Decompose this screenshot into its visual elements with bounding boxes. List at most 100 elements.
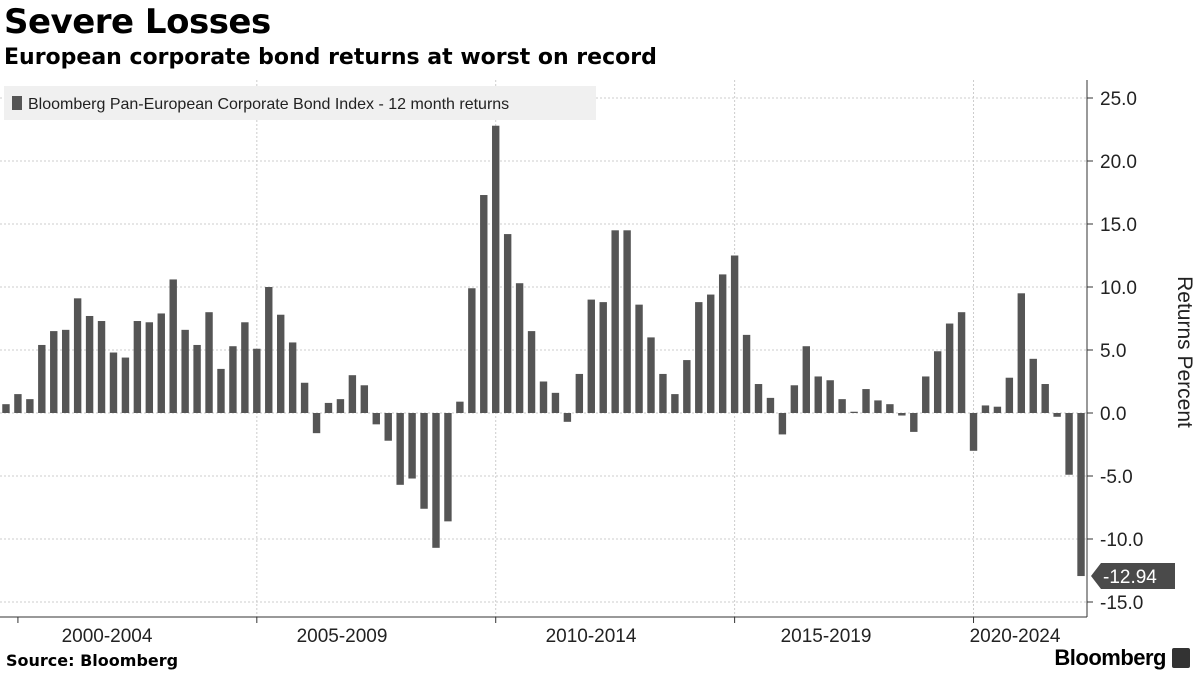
bar bbox=[2, 404, 10, 413]
bar bbox=[826, 380, 834, 413]
bar bbox=[396, 413, 404, 485]
bar bbox=[312, 413, 321, 434]
bar bbox=[14, 394, 22, 413]
bar bbox=[348, 375, 357, 413]
bar bbox=[898, 413, 906, 416]
y-tick-label: 15.0 bbox=[1100, 215, 1137, 236]
bar bbox=[647, 337, 655, 413]
y-tick-label: 0.0 bbox=[1100, 404, 1126, 425]
chart-subtitle: European corporate bond returns at worst… bbox=[4, 45, 657, 70]
bar bbox=[945, 323, 954, 413]
bar bbox=[814, 376, 822, 413]
bar bbox=[133, 321, 142, 413]
last-value-badge bbox=[1091, 563, 1175, 590]
source-note: Source: Bloomberg bbox=[6, 651, 179, 670]
y-tick-label: 5.0 bbox=[1100, 341, 1126, 362]
bar bbox=[121, 357, 130, 413]
y-tick-label: -15.0 bbox=[1100, 593, 1143, 614]
bar bbox=[217, 368, 225, 413]
bar bbox=[181, 329, 189, 413]
bar bbox=[420, 413, 428, 509]
legend: Bloomberg Pan-European Corporate Bond In… bbox=[4, 86, 596, 120]
x-tick-label: 2005-2009 bbox=[297, 626, 388, 647]
bar bbox=[742, 334, 751, 413]
bar bbox=[862, 389, 870, 413]
bar bbox=[563, 413, 572, 422]
bar bbox=[969, 413, 978, 451]
bar bbox=[61, 329, 70, 413]
bar bbox=[408, 413, 416, 479]
bar bbox=[300, 382, 309, 413]
bar bbox=[575, 373, 584, 413]
bar bbox=[1053, 413, 1061, 417]
bar bbox=[1005, 377, 1014, 413]
bar bbox=[169, 279, 177, 413]
bar bbox=[26, 399, 34, 413]
bar bbox=[790, 385, 799, 413]
legend-entry: Bloomberg Pan-European Corporate Bond In… bbox=[28, 96, 509, 113]
bar bbox=[635, 304, 643, 413]
bar bbox=[193, 344, 201, 413]
bar bbox=[229, 346, 237, 413]
bar bbox=[850, 411, 858, 413]
y-tick-label: -5.0 bbox=[1100, 467, 1133, 488]
x-tick-label: 2000-2004 bbox=[62, 626, 153, 647]
bar bbox=[623, 230, 631, 413]
bar bbox=[551, 392, 560, 413]
bar bbox=[802, 346, 810, 413]
bar bbox=[145, 322, 154, 413]
bar bbox=[157, 313, 165, 413]
bar bbox=[336, 399, 345, 413]
bar bbox=[933, 351, 942, 413]
bar bbox=[265, 287, 273, 413]
bar bbox=[778, 413, 787, 435]
last-value-label: -12.94 bbox=[1103, 567, 1157, 588]
brand-name: Bloomberg bbox=[1054, 645, 1166, 670]
y-tick-label: 20.0 bbox=[1100, 152, 1137, 173]
y-tick-label: -10.0 bbox=[1100, 530, 1143, 551]
bar bbox=[288, 342, 297, 413]
bar bbox=[384, 413, 392, 441]
bar bbox=[1065, 413, 1073, 475]
bar bbox=[480, 195, 488, 413]
bar bbox=[97, 321, 106, 413]
bar bbox=[659, 373, 667, 413]
bloomberg-chart-icon bbox=[1172, 648, 1190, 668]
bar bbox=[611, 230, 619, 413]
bar bbox=[503, 234, 512, 413]
bar bbox=[1077, 413, 1085, 577]
bar bbox=[695, 302, 703, 413]
bar bbox=[683, 360, 691, 413]
bar bbox=[456, 401, 464, 413]
chart-title: Severe Losses bbox=[4, 2, 271, 42]
bar bbox=[444, 413, 452, 522]
bar bbox=[718, 274, 727, 413]
bar bbox=[981, 405, 990, 413]
bar bbox=[993, 406, 1002, 413]
legend-swatch bbox=[12, 96, 22, 110]
bar bbox=[922, 376, 930, 413]
bar bbox=[874, 400, 882, 413]
bar bbox=[253, 348, 261, 413]
x-tick-label: 2010-2014 bbox=[546, 626, 637, 647]
bar bbox=[277, 314, 285, 413]
y-tick-label: 25.0 bbox=[1100, 89, 1137, 110]
bar bbox=[85, 315, 94, 413]
bar bbox=[205, 312, 213, 413]
bar bbox=[730, 255, 739, 413]
bar bbox=[468, 288, 476, 413]
brand-logo: Bloomberg bbox=[1054, 645, 1190, 671]
bar bbox=[910, 413, 918, 432]
bar bbox=[73, 298, 82, 413]
bars-layer bbox=[2, 125, 1085, 577]
bar bbox=[707, 294, 715, 413]
bar bbox=[539, 381, 548, 413]
bar bbox=[886, 404, 894, 413]
bar bbox=[671, 394, 679, 413]
bar bbox=[766, 397, 775, 413]
bar bbox=[432, 413, 440, 548]
last-value-callout: -12.94 bbox=[1091, 563, 1175, 590]
bar bbox=[599, 302, 607, 413]
bar bbox=[838, 399, 846, 413]
